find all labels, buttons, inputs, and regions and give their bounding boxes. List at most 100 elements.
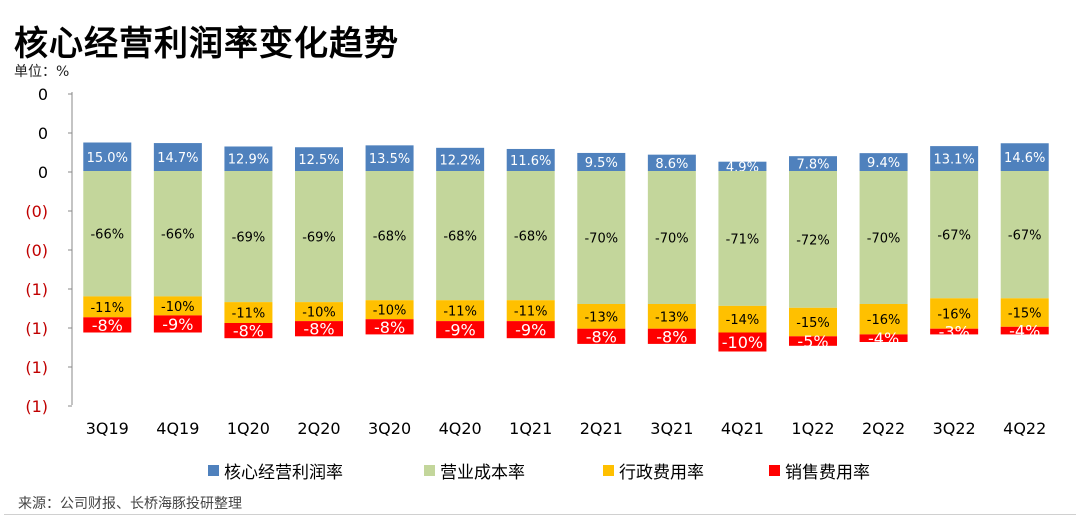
data-label-core-margin: 11.6% [510,154,551,169]
legend-swatch-admin [603,465,614,476]
bar-core-margin [295,147,343,171]
x-category-label: 4Q22 [1003,419,1046,438]
data-label-sales-rate: -10% [722,333,763,352]
bar-admin-rate [789,307,837,337]
bar-sales-rate [859,334,908,342]
bar-core-margin [718,161,767,171]
data-label-cost-rate: -68% [514,230,548,245]
bar-sales-rate [224,323,273,339]
data-label-admin-rate: -16% [867,313,901,328]
data-label-admin-rate: -11% [514,305,548,320]
data-label-admin-rate: -10% [302,306,336,321]
bar-core-margin [647,154,696,171]
y-tick-label: (0) [25,202,48,221]
legend-label-admin: 行政费用率 [619,463,704,483]
bar-admin-rate [930,298,979,329]
data-label-sales-rate: -8% [656,327,687,346]
legend-swatch-cost [424,465,435,476]
bar-sales-rate [506,321,555,339]
y-tick-label: (0) [25,241,48,260]
source-note: 来源：公司财报、长桥海豚投研整理 [18,496,242,512]
data-label-sales-rate: -8% [586,327,617,346]
data-label-cost-rate: -67% [1008,229,1042,244]
bar-core-margin [577,152,626,171]
bar-core-margin [506,148,555,171]
data-label-admin-rate: -11% [232,307,266,322]
data-label-sales-rate: -9% [515,321,546,340]
x-category-label: 4Q20 [439,419,482,438]
bar-cost-rate [153,171,202,297]
data-label-admin-rate: -10% [373,304,407,319]
bar-sales-rate [789,336,837,346]
y-tick-label: 0 [38,124,48,143]
bar-sales-rate [930,328,979,335]
bar-core-margin [930,146,979,171]
bar-cost-rate [859,171,908,304]
x-category-label: 3Q20 [368,419,411,438]
data-label-admin-rate: -13% [584,310,618,325]
legend-label-core: 核心经营利润率 [224,463,343,483]
bar-admin-rate [1000,298,1049,327]
unit-label: 单位：% [14,64,70,80]
data-label-core-margin: 14.7% [157,151,198,166]
bar-sales-rate [295,321,343,337]
data-label-sales-rate: -4% [1009,322,1040,341]
data-label-cost-rate: -70% [867,232,901,247]
data-label-sales-rate: -8% [233,322,264,341]
bar-core-margin [859,153,908,171]
x-category-label: 3Q19 [86,419,129,438]
data-label-cost-rate: -69% [302,231,336,246]
bar-core-margin [224,146,273,171]
bar-admin-rate [224,302,273,323]
data-label-admin-rate: -10% [161,300,195,315]
bar-core-margin [83,142,132,171]
bottom-divider [4,514,1076,515]
data-label-core-margin: 7.8% [796,158,829,173]
data-label-cost-rate: -70% [584,232,618,247]
x-category-label: 1Q22 [791,419,834,438]
chart-title: 核心经营利润率变化趋势 [14,24,399,64]
x-category-label: 2Q22 [862,419,905,438]
bar-admin-rate [83,296,132,318]
x-category-label: 2Q20 [297,419,340,438]
y-tick-label: (1) [25,319,48,338]
bar-sales-rate [83,317,132,333]
bar-cost-rate [1000,171,1049,299]
y-tick-label: (1) [25,280,48,299]
data-label-core-margin: 8.6% [655,157,688,172]
data-label-cost-rate: -66% [161,228,195,243]
bar-sales-rate [718,332,767,352]
data-label-admin-rate: -15% [796,316,830,331]
bar-admin-rate [647,304,696,329]
data-label-core-margin: 13.5% [369,152,410,167]
bar-admin-rate [859,304,908,335]
data-label-admin-rate: -15% [1008,307,1042,322]
legend-swatch-sales [769,465,780,476]
bar-sales-rate [1000,326,1049,335]
x-category-label: 1Q20 [227,419,270,438]
x-category-label: 1Q21 [509,419,552,438]
bar-cost-rate [83,171,132,297]
bar-admin-rate [295,302,343,322]
bar-admin-rate [153,296,202,316]
legend-item-admin: 行政费用率 [603,458,704,483]
data-label-core-margin: 12.2% [439,153,480,168]
data-label-sales-rate: -8% [303,320,334,339]
bar-cost-rate [577,171,626,304]
y-tick-label: (1) [25,358,48,377]
legend-label-cost: 营业成本率 [440,463,525,483]
data-label-admin-rate: -14% [726,313,760,328]
data-label-cost-rate: -68% [373,230,407,245]
bar-sales-rate [436,321,485,339]
bar-cost-rate [506,171,555,301]
data-label-sales-rate: -4% [868,329,899,348]
data-label-sales-rate: -5% [797,332,828,351]
x-category-label: 3Q21 [650,419,693,438]
y-tick-label: 0 [38,85,48,104]
bar-admin-rate [577,304,626,329]
data-label-core-margin: 15.0% [87,151,128,166]
data-label-sales-rate: -9% [445,321,476,340]
legend-item-sales: 销售费用率 [769,458,870,483]
bar-cost-rate [718,171,767,306]
